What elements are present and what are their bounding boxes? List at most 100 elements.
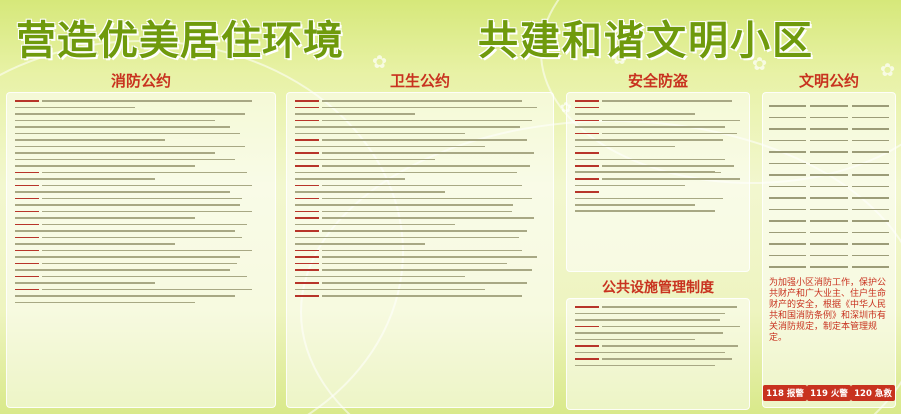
rule-line bbox=[15, 256, 267, 258]
rule-line bbox=[575, 204, 741, 206]
slogan-cell bbox=[769, 208, 807, 210]
rule-line bbox=[295, 243, 545, 245]
rule-line bbox=[15, 165, 267, 167]
rule-line bbox=[15, 191, 267, 193]
slogan-cell bbox=[810, 197, 848, 199]
rule-line bbox=[575, 191, 741, 212]
slogan-cell bbox=[810, 231, 848, 233]
slogan-cell bbox=[851, 254, 889, 256]
rule-line bbox=[295, 275, 545, 277]
slogan-cell bbox=[810, 139, 848, 141]
rule-line bbox=[15, 158, 267, 160]
rule-line bbox=[15, 230, 267, 232]
rule-line bbox=[295, 119, 545, 121]
rule-line bbox=[15, 288, 267, 290]
banner-left-slogan: 营造优美居住环境 bbox=[16, 18, 344, 64]
fire-section: 消防公约 bbox=[6, 70, 276, 408]
slogan-cell bbox=[851, 116, 889, 118]
slogan-cell bbox=[810, 243, 848, 245]
rule-line bbox=[295, 113, 545, 115]
rule-line bbox=[575, 145, 741, 147]
rule-line bbox=[575, 178, 741, 180]
rule-line bbox=[15, 249, 267, 251]
slogan-cell bbox=[851, 139, 889, 141]
rule-line bbox=[575, 345, 741, 347]
rule-line bbox=[295, 191, 545, 193]
rule-line bbox=[575, 113, 741, 115]
slogan-cell bbox=[851, 208, 889, 210]
rule-line bbox=[295, 230, 545, 232]
rule-line bbox=[575, 338, 741, 340]
rule-line bbox=[15, 217, 267, 219]
rule-line bbox=[575, 152, 741, 173]
rule-line bbox=[15, 139, 267, 141]
rule-line bbox=[15, 152, 267, 154]
civil-section: 文明公约 为加强小区消防工作，保护公共财产和广大业主、住户生命财产的安全，根据《 bbox=[762, 70, 896, 408]
rule-line bbox=[575, 306, 741, 308]
rule-line bbox=[295, 126, 545, 128]
rule-line bbox=[295, 178, 545, 180]
facilities-rules-text bbox=[566, 298, 750, 410]
rule-line bbox=[15, 197, 267, 199]
banner-title: 营造优美居住环境 共建和谐文明小区 bbox=[0, 6, 901, 64]
rule-line bbox=[295, 288, 545, 290]
rule-line bbox=[15, 269, 267, 271]
rule-line bbox=[15, 178, 267, 180]
rule-line bbox=[575, 100, 741, 102]
slogan-cell bbox=[851, 128, 889, 130]
slogan-cell bbox=[769, 174, 807, 176]
hygiene-title: 卫生公约 bbox=[389, 72, 450, 90]
rule-line bbox=[295, 184, 545, 186]
slogan-cell bbox=[769, 162, 807, 164]
rule-line bbox=[575, 325, 741, 327]
rule-line bbox=[295, 106, 545, 108]
rule-line bbox=[15, 301, 267, 303]
rule-line bbox=[295, 295, 545, 297]
security-rules-text bbox=[566, 92, 750, 272]
slogan-cell bbox=[769, 231, 807, 233]
fire-rules-text bbox=[6, 92, 276, 408]
slogan-cell bbox=[851, 220, 889, 222]
rule-line bbox=[575, 364, 741, 366]
slogan-cell bbox=[810, 116, 848, 118]
hotline-fire: 119 火警 bbox=[807, 385, 851, 401]
slogan-cell bbox=[769, 105, 807, 107]
slogan-cell bbox=[810, 128, 848, 130]
slogan-cell bbox=[851, 105, 889, 107]
rule-line bbox=[295, 158, 545, 160]
slogan-cell bbox=[810, 208, 848, 210]
rule-line bbox=[295, 165, 545, 167]
rule-line bbox=[15, 282, 267, 284]
slogan-cell bbox=[769, 128, 807, 130]
slogan-cell bbox=[851, 174, 889, 176]
rule-line bbox=[575, 119, 741, 121]
rule-line bbox=[575, 358, 741, 360]
rule-line bbox=[575, 312, 741, 314]
rule-line bbox=[15, 210, 267, 212]
rule-line bbox=[295, 145, 545, 147]
clover-icon: ✿ bbox=[880, 60, 896, 81]
rule-line bbox=[575, 319, 741, 321]
civil-slogan-grid bbox=[763, 93, 895, 274]
rule-line bbox=[15, 113, 267, 115]
hygiene-rules-text bbox=[286, 92, 554, 408]
rule-line bbox=[15, 243, 267, 245]
rule-line bbox=[575, 106, 741, 127]
slogan-cell bbox=[769, 116, 807, 118]
rule-line bbox=[15, 106, 267, 108]
slogan-cell bbox=[769, 139, 807, 141]
slogan-cell bbox=[769, 220, 807, 222]
slogan-cell bbox=[810, 185, 848, 187]
fire-title: 消防公约 bbox=[110, 72, 171, 90]
rule-line bbox=[15, 100, 267, 102]
rule-line bbox=[15, 126, 267, 128]
clover-icon: ✿ bbox=[752, 54, 768, 75]
security-section: 安全防盗 公共设施管理制度 bbox=[566, 70, 750, 410]
rule-line bbox=[575, 126, 741, 128]
slogan-cell bbox=[810, 174, 848, 176]
slogan-cell bbox=[851, 231, 889, 233]
slogan-cell bbox=[851, 185, 889, 187]
rule-line bbox=[575, 139, 741, 141]
slogan-cell bbox=[769, 185, 807, 187]
